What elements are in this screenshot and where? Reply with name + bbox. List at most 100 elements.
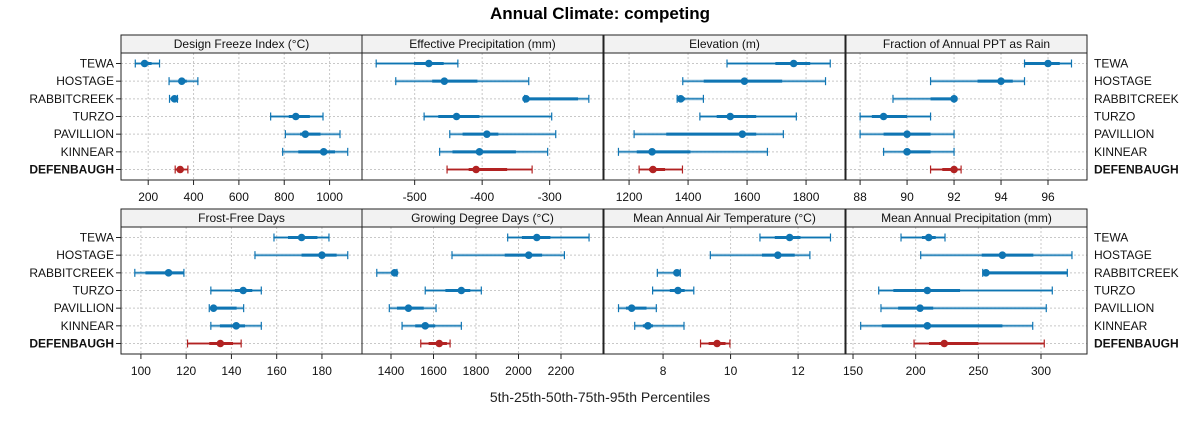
median-point <box>774 251 782 259</box>
panel-title: Growing Degree Days (°C) <box>411 211 554 225</box>
median-point <box>924 233 933 242</box>
x-tick-label: -400 <box>470 190 494 204</box>
median-point <box>785 233 794 242</box>
median-point <box>903 130 911 138</box>
median-point <box>319 148 328 156</box>
x-tick-label: 1000 <box>316 190 343 204</box>
median-point <box>457 286 466 295</box>
x-tick-label: 92 <box>947 190 961 204</box>
x-tick-label: 10 <box>724 364 738 378</box>
category-label-right: DEFENBAUGH <box>1094 163 1179 177</box>
x-tick-label: 1200 <box>616 190 643 204</box>
category-label-right: KINNEAR <box>1094 145 1148 159</box>
panel-border <box>603 226 846 355</box>
median-point <box>940 339 949 348</box>
median-point <box>998 251 1007 259</box>
median-point <box>997 77 1005 85</box>
category-label-right: RABBITCREEK <box>1094 92 1179 106</box>
median-point <box>239 286 247 295</box>
median-point <box>425 59 433 68</box>
category-label-right: PAVILLION <box>1094 127 1154 141</box>
category-label-left: PAVILLION <box>54 301 114 315</box>
x-tick-label: 1400 <box>675 190 702 204</box>
x-tick-label: 400 <box>184 190 204 204</box>
x-tick-label: 1600 <box>734 190 761 204</box>
x-tick-label: 88 <box>853 190 867 204</box>
category-label-right: HOSTAGE <box>1094 74 1152 88</box>
median-point <box>1044 59 1052 68</box>
median-point <box>475 148 484 156</box>
median-point <box>789 59 798 68</box>
category-label-left: DEFENBAUGH <box>29 163 114 177</box>
median-point <box>673 269 681 277</box>
median-point <box>879 112 888 121</box>
median-point <box>170 95 179 103</box>
x-tick-label: 90 <box>900 190 914 204</box>
median-point <box>472 165 480 174</box>
median-point <box>676 95 685 103</box>
median-point <box>923 322 932 330</box>
category-label-right: KINNEAR <box>1094 319 1148 333</box>
category-label-left: TURZO <box>73 110 114 124</box>
category-label-right: TEWA <box>1094 231 1128 245</box>
category-label-left: HOSTAGE <box>56 248 114 262</box>
panel-title: Mean Annual Precipitation (mm) <box>881 211 1052 225</box>
median-point <box>177 77 186 85</box>
category-label-left: KINNEAR <box>61 145 115 159</box>
category-label-right: TURZO <box>1094 284 1135 298</box>
x-tick-label: 2000 <box>505 364 532 378</box>
median-point <box>522 95 530 103</box>
x-tick-label: 200 <box>906 364 926 378</box>
category-label-left: RABBITCREEK <box>29 92 114 106</box>
x-tick-label: 8 <box>660 364 667 378</box>
x-tick-label: 1800 <box>463 364 490 378</box>
median-point <box>164 269 173 277</box>
median-point <box>404 304 413 312</box>
median-point <box>524 251 533 259</box>
median-point <box>648 148 656 156</box>
median-point <box>232 322 240 330</box>
median-point <box>903 148 911 156</box>
panel-border <box>603 52 846 181</box>
category-label-left: HOSTAGE <box>56 74 114 88</box>
median-point <box>674 286 682 295</box>
median-point <box>982 269 990 277</box>
x-tick-label: 600 <box>229 190 249 204</box>
category-label-left: RABBITCREEK <box>29 266 114 280</box>
x-tick-label: 94 <box>994 190 1008 204</box>
median-point <box>209 304 218 312</box>
x-tick-label: 1800 <box>793 190 820 204</box>
median-point <box>291 112 300 121</box>
median-point <box>435 339 444 348</box>
chart-title: Annual Climate: competing <box>489 4 711 23</box>
median-point <box>140 59 149 68</box>
category-label-left: PAVILLION <box>54 127 114 141</box>
median-point <box>176 165 184 174</box>
x-tick-label: 200 <box>138 190 158 204</box>
panel-title: Design Freeze Index (°C) <box>174 37 310 51</box>
category-label-left: KINNEAR <box>61 319 115 333</box>
panel-title: Elevation (m) <box>689 37 760 51</box>
category-label-left: TURZO <box>73 284 114 298</box>
x-tick-label: 100 <box>131 364 151 378</box>
category-label-right: RABBITCREEK <box>1094 266 1179 280</box>
median-point <box>916 304 924 312</box>
x-tick-label: 96 <box>1041 190 1055 204</box>
x-tick-label: 300 <box>1031 364 1051 378</box>
category-label-right: PAVILLION <box>1094 301 1154 315</box>
median-point <box>713 339 721 348</box>
category-label-left: TEWA <box>80 231 114 245</box>
panel-border <box>845 226 1088 355</box>
x-tick-label: -300 <box>538 190 562 204</box>
category-label-left: DEFENBAUGH <box>29 337 114 351</box>
x-tick-label: 140 <box>221 364 241 378</box>
x-tick-label: 150 <box>843 364 863 378</box>
median-point <box>923 286 932 295</box>
x-tick-label: 250 <box>968 364 988 378</box>
x-tick-label: 120 <box>176 364 196 378</box>
median-point <box>644 322 652 330</box>
panel-title: Effective Precipitation (mm) <box>409 37 556 51</box>
median-point <box>950 95 958 103</box>
x-tick-label: 800 <box>274 190 294 204</box>
